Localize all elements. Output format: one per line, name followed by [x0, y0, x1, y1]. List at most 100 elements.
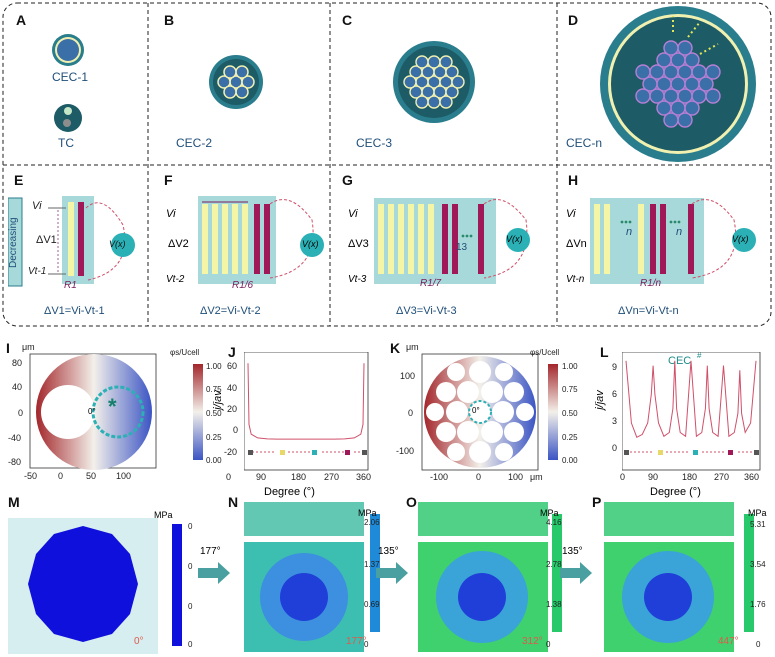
chart-j [244, 352, 369, 471]
panel-label-d: D [568, 12, 579, 28]
n-angle: 177° [346, 636, 367, 647]
stress-map-p [604, 502, 754, 652]
j-ytick: 0 [233, 425, 239, 435]
h-equation: ΔVn=Vi-Vt-n [618, 305, 679, 317]
n-cb-tick: 2.06 [364, 518, 380, 527]
i-ytick: 40 [12, 382, 23, 392]
m-angle: 0° [134, 636, 144, 647]
k-unit: μm [406, 342, 419, 352]
k-ytick: 0 [408, 408, 414, 418]
l-legend: CEC [668, 355, 692, 367]
j-xtick: 270 [324, 472, 340, 482]
panel-label-b: B [164, 12, 175, 28]
i-cb-tick: 0.50 [206, 409, 222, 418]
g-r: R1/7 [420, 278, 442, 289]
i-cb-tick: 0.00 [206, 456, 222, 465]
n-unit: MPa [358, 508, 377, 518]
h-vx: V(x) [732, 234, 749, 244]
h-n1: n [626, 226, 633, 238]
m-unit: MPa [154, 510, 173, 520]
g-count: 13 [456, 242, 468, 253]
panel-label-c: C [342, 12, 353, 28]
schematic-frame [2, 2, 772, 327]
i-cb-tick: 0.75 [206, 385, 222, 394]
e-vtop: Vi [32, 200, 42, 212]
j-ylabel: j/jav [211, 390, 224, 410]
p-cb-tick: 1.76 [750, 600, 766, 609]
h-dv: ΔVn [566, 238, 587, 250]
cec3-illustration [393, 41, 475, 123]
i-ytick: -40 [8, 433, 22, 443]
p-cb-tick: 0 [756, 640, 761, 649]
f-r: R1/6 [232, 280, 254, 291]
panel-label-h: H [568, 172, 579, 188]
l-xtick: 360 [744, 472, 760, 482]
l-xtick: 0 [620, 472, 626, 482]
i-unit: μm [22, 342, 35, 352]
f-vbot: Vt-2 [166, 274, 185, 285]
k-cb-tick: 0.50 [562, 409, 578, 418]
e-dv: ΔV1 [36, 234, 57, 246]
g-vbot: Vt-3 [348, 274, 367, 285]
k-cb-tick: 0.75 [562, 385, 578, 394]
n-cb-tick: 1.37 [364, 560, 380, 569]
panel-label-l: L [600, 344, 609, 360]
p-arrow-label: 135° [562, 546, 583, 557]
rotate-arrow-p [560, 562, 592, 584]
rotate-arrow-o [376, 562, 408, 584]
o-angle: 312° [522, 636, 543, 647]
i-xtick: 0 [58, 471, 64, 481]
h-n2: n [676, 226, 683, 238]
o-unit: MPa [540, 508, 559, 518]
m-cb-tick: 0 [188, 522, 193, 531]
g-dv: ΔV3 [348, 238, 369, 250]
panel-label-m: M [8, 494, 20, 510]
f-equation: ΔV2=Vi-Vt-2 [200, 305, 261, 317]
l-ytick: 3 [612, 416, 618, 426]
k-cb-tick: 0.00 [562, 456, 578, 465]
p-cb-tick: 5.31 [750, 520, 766, 529]
n-cb-tick: 0 [364, 640, 369, 649]
e-vbot: Vt-1 [28, 266, 47, 277]
j-xtick: 360 [356, 472, 372, 482]
l-xlabel: Degree (°) [650, 486, 701, 498]
m-cb-tick: 0 [188, 562, 193, 571]
m-cb-tick: 0 [188, 602, 193, 611]
i-xtick: -50 [24, 471, 38, 481]
panel-label-i: I [6, 340, 10, 356]
i-ytick: 0 [18, 408, 24, 418]
series-line [247, 363, 365, 440]
l-xtick: 270 [714, 472, 730, 482]
o-cb-tick: 0 [546, 640, 551, 649]
o-cb-tick: 2.78 [546, 560, 562, 569]
g-vtop: Vi [348, 208, 358, 220]
g-vx: V(x) [506, 234, 523, 244]
panel-label-o: O [406, 494, 417, 510]
i-cb-tick: 0.25 [206, 433, 222, 442]
stress-map-o [418, 502, 562, 652]
panel-label-p: P [592, 494, 602, 510]
i-ytick: -80 [8, 457, 22, 467]
l-ytick: 9 [612, 362, 618, 372]
k-xtick: 0 [476, 472, 482, 482]
f-dv: ΔV2 [168, 238, 189, 250]
i-ytick: 80 [12, 358, 23, 368]
panel-label-n: N [228, 494, 239, 510]
i-cb-tick: 1.00 [206, 362, 222, 371]
l-xtick: 90 [648, 472, 659, 482]
chart-l [622, 352, 761, 471]
l-ytick: 0 [612, 443, 618, 453]
n-cb-tick: 0.69 [364, 600, 380, 609]
k-ytick: 100 [400, 371, 416, 381]
j-ytick: 20 [227, 404, 238, 414]
j-xtick: 90 [256, 472, 267, 482]
g-equation: ΔV3=Vi-Vt-3 [396, 305, 457, 317]
n-arrow-label: 177° [200, 546, 221, 557]
caption-cec3: CEC-3 [356, 136, 393, 150]
panel-label-g: G [342, 172, 353, 188]
circuit-f [198, 196, 324, 284]
cec2-illustration [209, 55, 263, 109]
k-xtick: -100 [430, 472, 449, 482]
i-xtick: 100 [116, 471, 132, 481]
panel-label-e: E [14, 172, 24, 188]
